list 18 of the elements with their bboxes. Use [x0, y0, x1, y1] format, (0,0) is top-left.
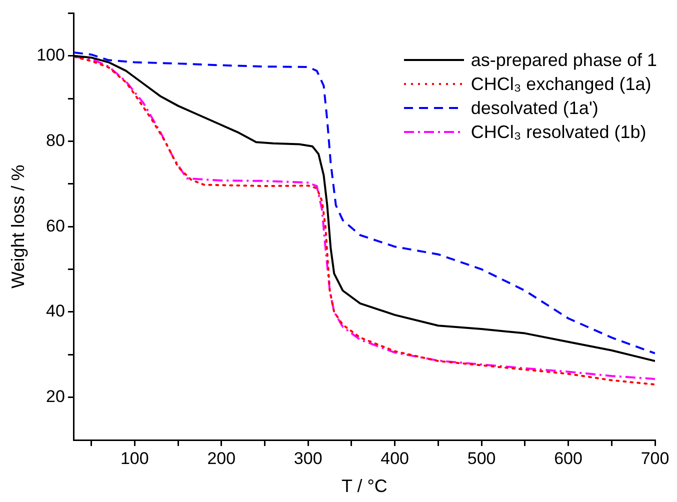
legend-label: desolvated (1a')	[470, 97, 598, 120]
y-tick-label: 20	[46, 387, 65, 406]
x-tick-label: 500	[467, 448, 496, 468]
legend-label: as-prepared phase of 1	[470, 49, 657, 72]
y-tick-label: 100	[36, 46, 65, 65]
y-axis-title: Weight loss / %	[8, 164, 28, 288]
y-tick-label: 80	[46, 130, 65, 150]
y-tick-label: 40	[46, 302, 65, 321]
legend-label: CHCl₃ exchanged (1a)	[470, 73, 652, 96]
x-tick-label: 300	[294, 448, 322, 468]
x-tick-label: 100	[120, 448, 149, 468]
y-tick-label: 60	[46, 216, 65, 236]
x-axis-title: T / °C	[342, 476, 388, 496]
legend-label: CHCl₃ resolvated (1b)	[470, 121, 646, 144]
x-tick-label: 400	[380, 448, 410, 468]
x-tick-label: 700	[640, 448, 670, 468]
x-tick-label: 200	[207, 448, 236, 468]
x-tick-label: 600	[554, 448, 582, 468]
